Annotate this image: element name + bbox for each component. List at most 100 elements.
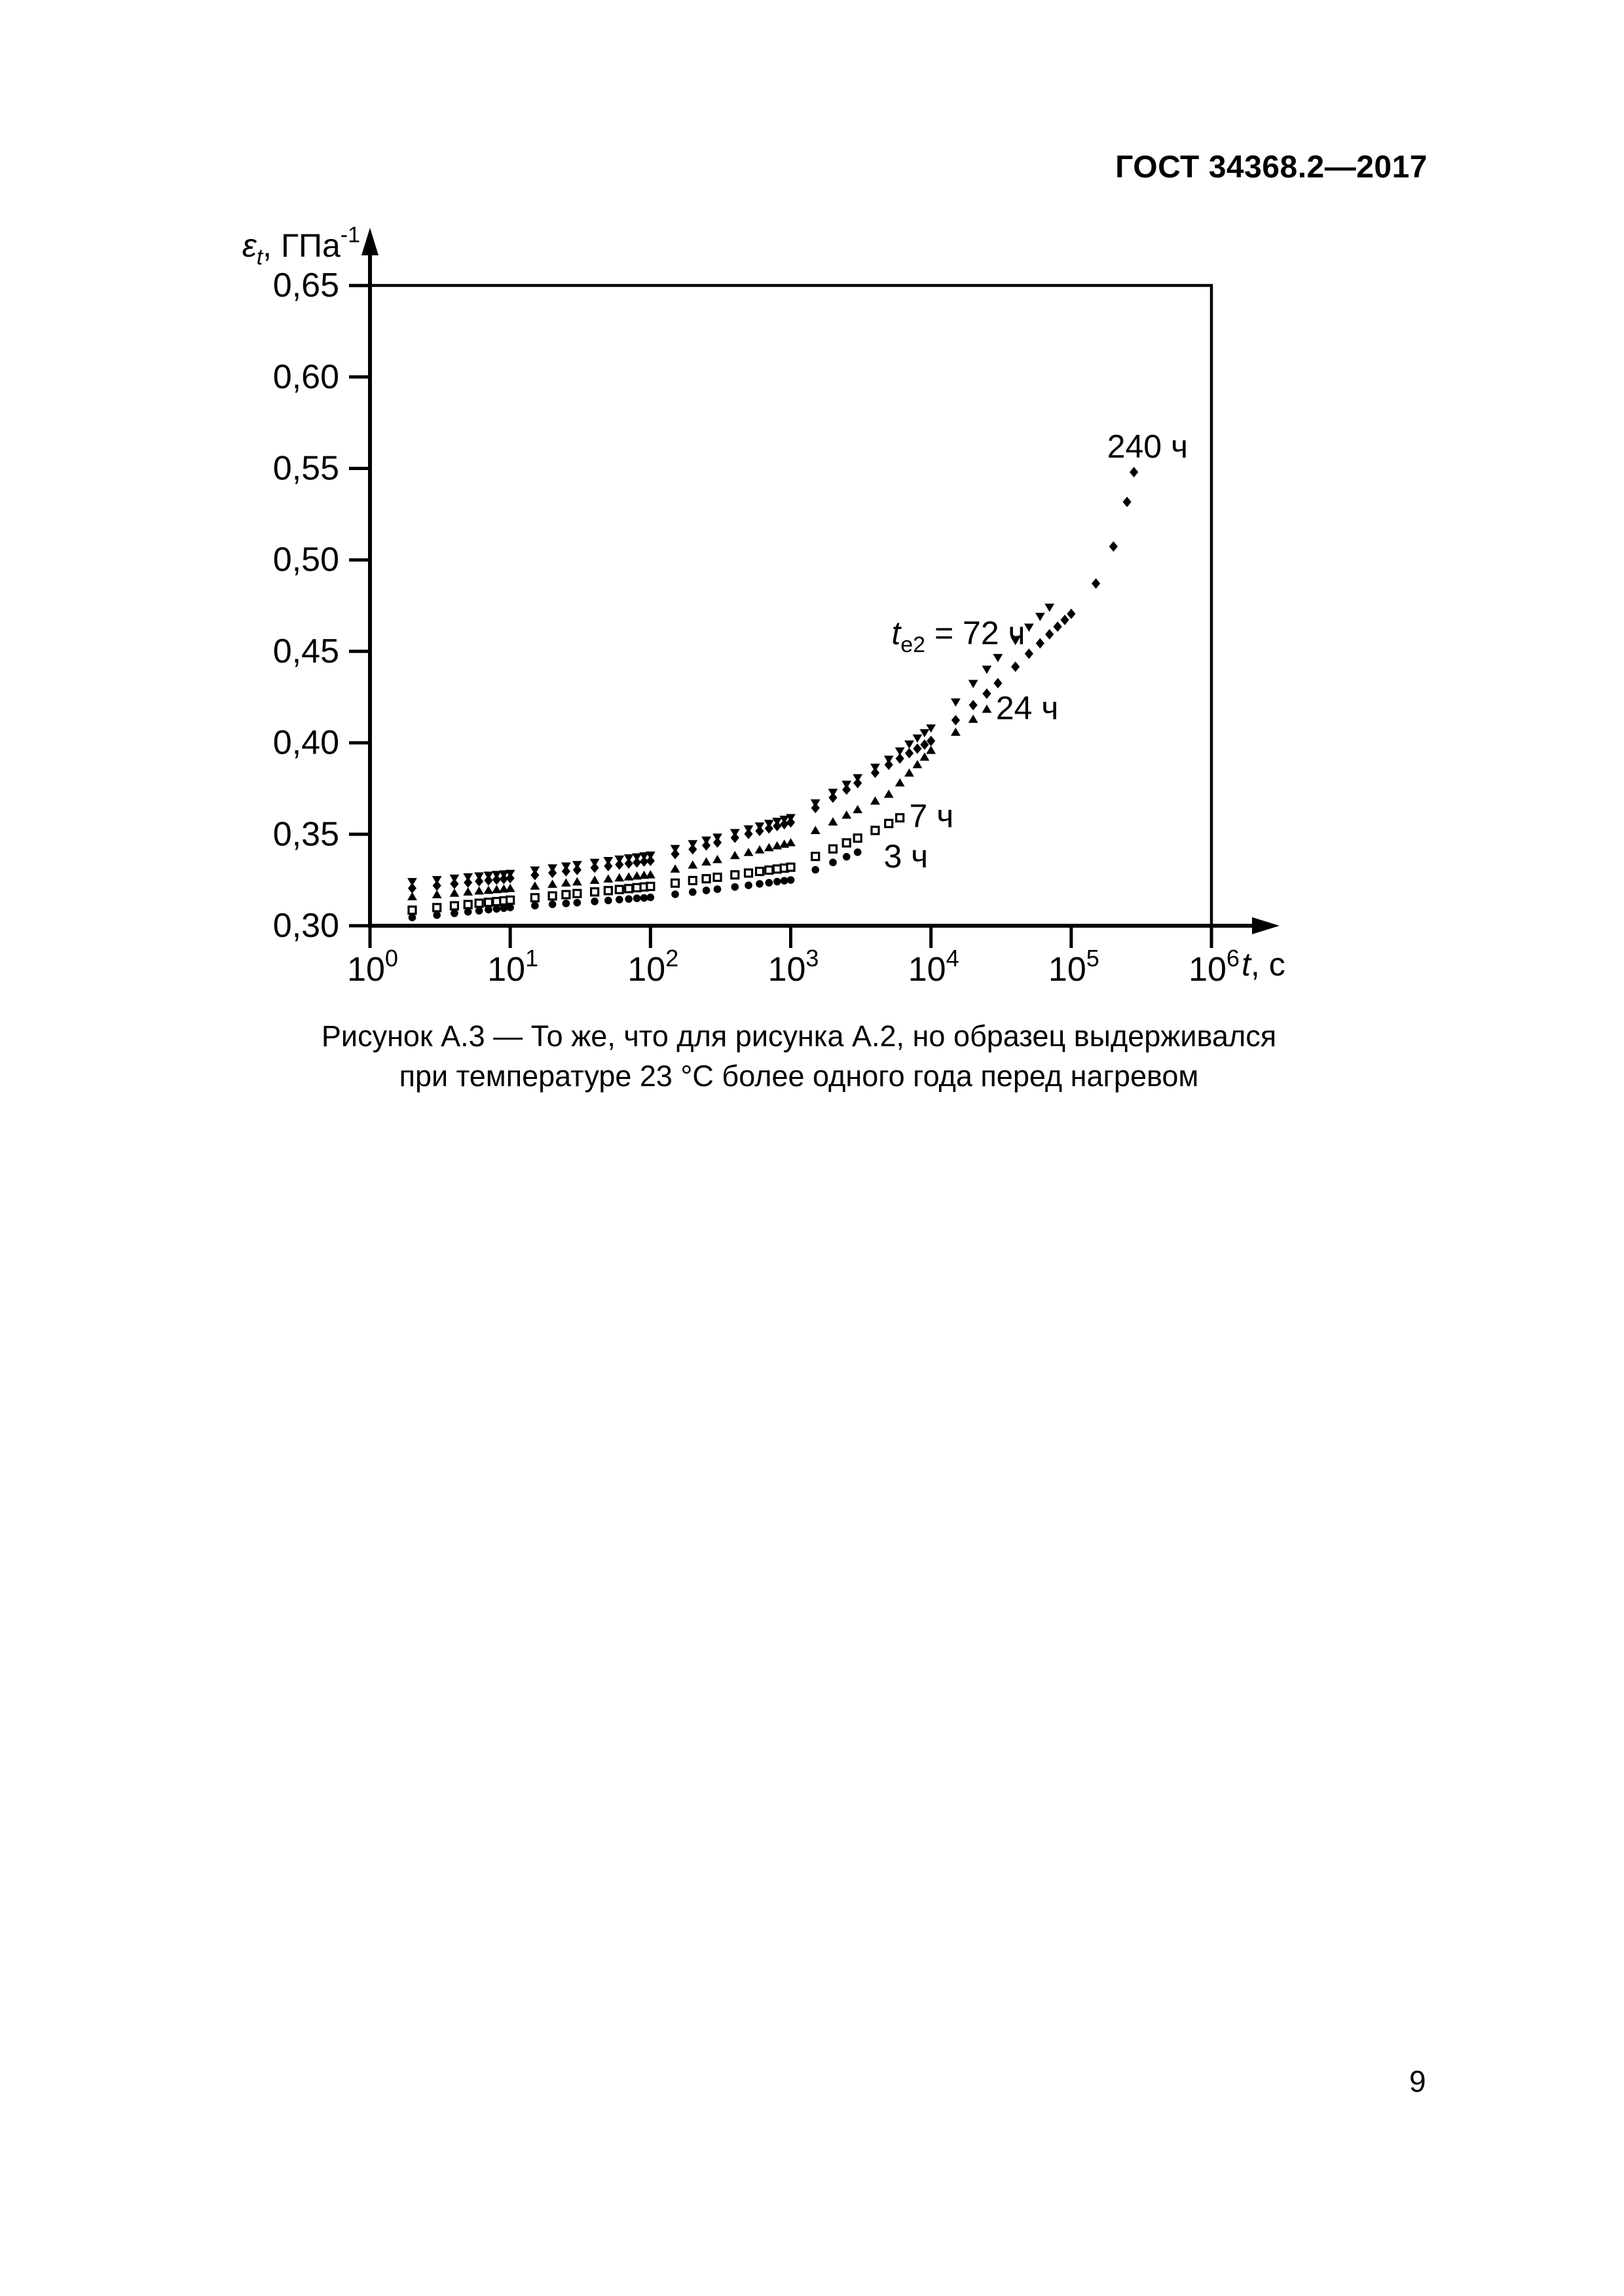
data-point	[614, 873, 625, 882]
data-point	[433, 911, 441, 919]
data-point	[499, 873, 508, 884]
data-point	[463, 887, 473, 896]
data-point	[773, 877, 781, 886]
data-point	[920, 739, 929, 750]
data-point	[729, 850, 740, 860]
data-point	[765, 879, 773, 887]
label-3h: 3 ч	[883, 838, 928, 875]
data-point	[498, 884, 509, 893]
data-point	[506, 903, 514, 911]
data-point	[773, 820, 782, 831]
data-point	[1067, 608, 1076, 619]
data-point	[780, 818, 789, 829]
x-tick-label: 105	[1048, 945, 1099, 989]
data-point	[590, 862, 599, 873]
data-point	[432, 876, 442, 884]
data-point	[1045, 629, 1054, 640]
figure-caption-line2: при температуре 23 °С более одного года …	[399, 1059, 1199, 1093]
y-tick-label: 0,50	[273, 541, 339, 579]
data-point	[919, 729, 930, 738]
data-point	[670, 864, 680, 873]
data-point	[743, 847, 754, 856]
data-point	[689, 888, 697, 896]
data-point	[633, 894, 641, 902]
y-tick-label: 0,65	[273, 266, 339, 304]
data-point	[548, 867, 557, 879]
data-point	[492, 905, 501, 913]
data-point	[993, 653, 1003, 663]
data-point	[754, 845, 765, 854]
data-point	[884, 759, 893, 771]
data-point	[573, 898, 581, 907]
data-point	[572, 888, 582, 898]
data-point	[483, 885, 494, 894]
data-point	[408, 913, 416, 922]
data-point	[756, 880, 764, 888]
x-tick-label: 104	[908, 945, 959, 989]
data-point	[615, 859, 624, 870]
data-point	[432, 903, 442, 913]
data-point	[1060, 614, 1069, 625]
data-point	[1109, 541, 1118, 552]
data-point	[895, 753, 904, 764]
data-point	[780, 877, 788, 885]
data-point	[432, 890, 442, 899]
data-point	[483, 898, 494, 907]
y-tick-label: 0,35	[273, 815, 339, 853]
data-point	[530, 869, 540, 881]
data-point	[506, 895, 515, 905]
data-point	[632, 871, 642, 880]
data-point	[530, 881, 540, 890]
data-point	[951, 714, 960, 725]
data-point	[492, 874, 502, 885]
data-point	[591, 898, 599, 905]
figure-caption-line1: Рисунок А.3 — То же, что для рисунка А.2…	[321, 1019, 1277, 1053]
y-tick-label: 0,40	[273, 724, 339, 762]
data-point	[829, 858, 837, 867]
data-point	[883, 790, 894, 798]
data-point	[754, 866, 765, 877]
label-72h: te2 = 72 ч	[891, 615, 1025, 657]
data-point	[646, 855, 655, 866]
data-point	[730, 832, 739, 843]
data-point	[713, 885, 722, 893]
y-tick-label: 0,30	[273, 907, 339, 945]
data-point	[982, 688, 991, 699]
data-point	[1011, 661, 1020, 672]
data-point	[464, 877, 473, 888]
data-point	[1024, 648, 1033, 659]
x-tick-label: 103	[768, 945, 819, 989]
y-axis-arrow-icon	[361, 228, 378, 255]
data-point	[548, 900, 557, 909]
data-point	[828, 844, 838, 854]
data-point	[1010, 636, 1021, 646]
data-point	[1035, 638, 1044, 649]
data-point	[531, 902, 539, 910]
data-point	[589, 875, 600, 884]
data-point	[670, 878, 680, 888]
data-point	[671, 848, 680, 860]
data-point	[919, 752, 930, 761]
data-point	[1053, 621, 1062, 632]
data-point	[640, 894, 648, 902]
data-point	[639, 856, 649, 867]
data-point	[572, 877, 582, 886]
data-point	[688, 860, 698, 869]
x-tick-label: 102	[627, 945, 678, 989]
data-point	[828, 792, 838, 803]
data-point	[904, 748, 914, 759]
data-point	[904, 740, 914, 749]
data-point	[1035, 613, 1045, 621]
data-point	[853, 778, 862, 789]
data-point	[853, 833, 862, 843]
label-7h: 7 ч	[910, 797, 954, 834]
x-tick-label: 106	[1189, 945, 1240, 989]
data-point	[505, 883, 515, 892]
data-point	[950, 727, 961, 736]
data-point	[926, 745, 936, 754]
data-point	[701, 857, 711, 866]
data-point	[639, 870, 649, 879]
data-point	[484, 875, 493, 886]
data-point	[764, 865, 774, 875]
